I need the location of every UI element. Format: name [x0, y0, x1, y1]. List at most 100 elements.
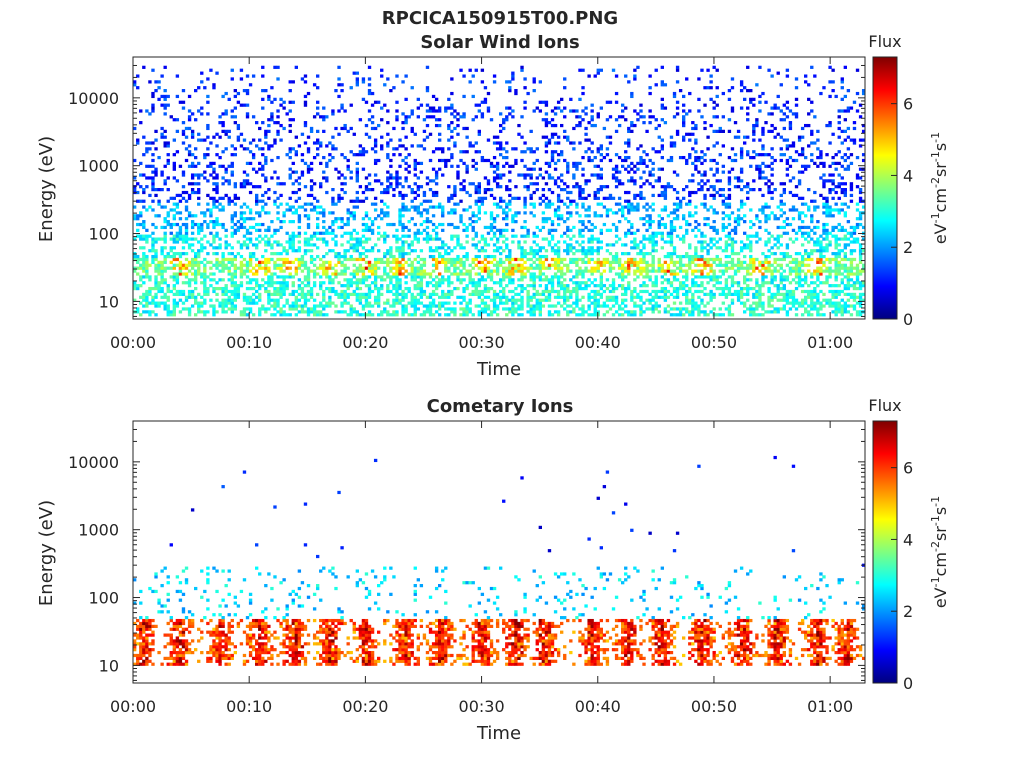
- heatmap-cell: [712, 129, 716, 133]
- heatmap-cell: [633, 286, 637, 291]
- heatmap-cell: [550, 263, 555, 267]
- heatmap-cell: [160, 170, 164, 174]
- heatmap-cell: [636, 202, 640, 206]
- heatmap-cell: [187, 237, 192, 241]
- heatmap-cell: [151, 295, 155, 299]
- heatmap-cell: [526, 292, 530, 297]
- heatmap-cell: [678, 284, 683, 288]
- heatmap-cell: [514, 257, 518, 262]
- heatmap-cell: [715, 86, 719, 90]
- heatmap-cell: [425, 115, 430, 119]
- heatmap-cell: [480, 199, 485, 203]
- heatmap-cell: [572, 281, 576, 285]
- heatmap-cell: [633, 196, 637, 200]
- heatmap-cell: [197, 132, 201, 136]
- heatmap-cell: [590, 158, 594, 163]
- heatmap-cell: [242, 202, 247, 206]
- heatmap-cell: [514, 158, 518, 163]
- heatmap-cell: [264, 272, 268, 276]
- heatmap-cell: [462, 150, 466, 154]
- heatmap-cell: [712, 269, 716, 273]
- heatmap-cell: [675, 196, 680, 200]
- heatmap-cell: [495, 292, 500, 297]
- heatmap-cell: [434, 176, 439, 180]
- heatmap-cell: [447, 313, 451, 317]
- heatmap-cell: [395, 147, 399, 151]
- heatmap-cell: [398, 211, 402, 215]
- heatmap-cell: [563, 284, 567, 288]
- heatmap-cell: [633, 237, 637, 241]
- heatmap-cell: [685, 310, 689, 314]
- heatmap-cell: [627, 266, 631, 270]
- heatmap-cell: [276, 115, 280, 119]
- heatmap-cell: [285, 313, 289, 317]
- heatmap-cell: [462, 272, 466, 276]
- heatmap-cell: [532, 234, 536, 238]
- heatmap-cell: [617, 182, 622, 186]
- heatmap-cell: [621, 109, 625, 113]
- heatmap-cell: [267, 269, 271, 273]
- heatmap-cell: [581, 252, 585, 256]
- heatmap-cell: [697, 109, 701, 113]
- heatmap-cell: [251, 292, 256, 297]
- heatmap-cell: [398, 217, 402, 221]
- heatmap-cell: [550, 155, 555, 160]
- heatmap-cell: [575, 260, 579, 264]
- heatmap-cell: [480, 301, 485, 305]
- heatmap-cell: [413, 266, 417, 270]
- heatmap-cell: [325, 179, 329, 183]
- heatmap-cell: [367, 275, 372, 279]
- heatmap-cell: [270, 86, 274, 90]
- heatmap-cell: [175, 193, 180, 198]
- heatmap-cell: [282, 310, 286, 314]
- heatmap-cell: [630, 129, 634, 133]
- heatmap-cell: [163, 65, 167, 69]
- heatmap-cell: [560, 266, 564, 270]
- heatmap-cell: [413, 284, 417, 288]
- heatmap-cell: [410, 243, 414, 247]
- heatmap-cell: [279, 97, 283, 101]
- heatmap-cell: [691, 121, 695, 125]
- heatmap-cell: [328, 249, 332, 253]
- heatmap-cell: [261, 222, 265, 227]
- heatmap-cell: [355, 295, 359, 299]
- heatmap-cell: [578, 185, 582, 189]
- heatmap-cell: [529, 307, 533, 311]
- heatmap-cell: [364, 228, 369, 232]
- heatmap-cell: [523, 266, 527, 270]
- heatmap-cell: [584, 208, 588, 212]
- heatmap-cell: [694, 254, 698, 259]
- heatmap-cell: [605, 135, 610, 139]
- heatmap-cell: [209, 278, 213, 282]
- heatmap-cell: [316, 153, 320, 157]
- heatmap-cell: [560, 97, 564, 101]
- heatmap-cell: [608, 208, 613, 212]
- heatmap-cell: [160, 252, 164, 256]
- heatmap-cell: [492, 220, 497, 224]
- heatmap-cell: [221, 222, 225, 227]
- heatmap-cell: [450, 222, 454, 227]
- heatmap-cell: [309, 254, 314, 259]
- heatmap-cell: [465, 240, 469, 244]
- heatmap-cell: [285, 266, 289, 270]
- heatmap-cell: [248, 257, 253, 262]
- heatmap-cell: [190, 272, 195, 276]
- heatmap-cell: [541, 220, 546, 224]
- heatmap-cell: [224, 243, 228, 247]
- heatmap-cell: [319, 304, 323, 308]
- heatmap-cell: [709, 295, 713, 299]
- heatmap-cell: [416, 240, 420, 244]
- heatmap-cell: [203, 286, 207, 291]
- heatmap-cell: [160, 126, 164, 131]
- heatmap-cell: [633, 310, 637, 314]
- heatmap-cell: [584, 225, 588, 230]
- heatmap-cell: [422, 269, 427, 273]
- heatmap-cell: [361, 153, 366, 157]
- heatmap-cell: [694, 307, 698, 311]
- heatmap-cell: [627, 129, 631, 133]
- heatmap-cell: [694, 211, 698, 215]
- heatmap-cell: [373, 126, 378, 131]
- heatmap-cell: [495, 313, 500, 317]
- heatmap-cell: [218, 135, 222, 139]
- heatmap-cell: [285, 208, 289, 212]
